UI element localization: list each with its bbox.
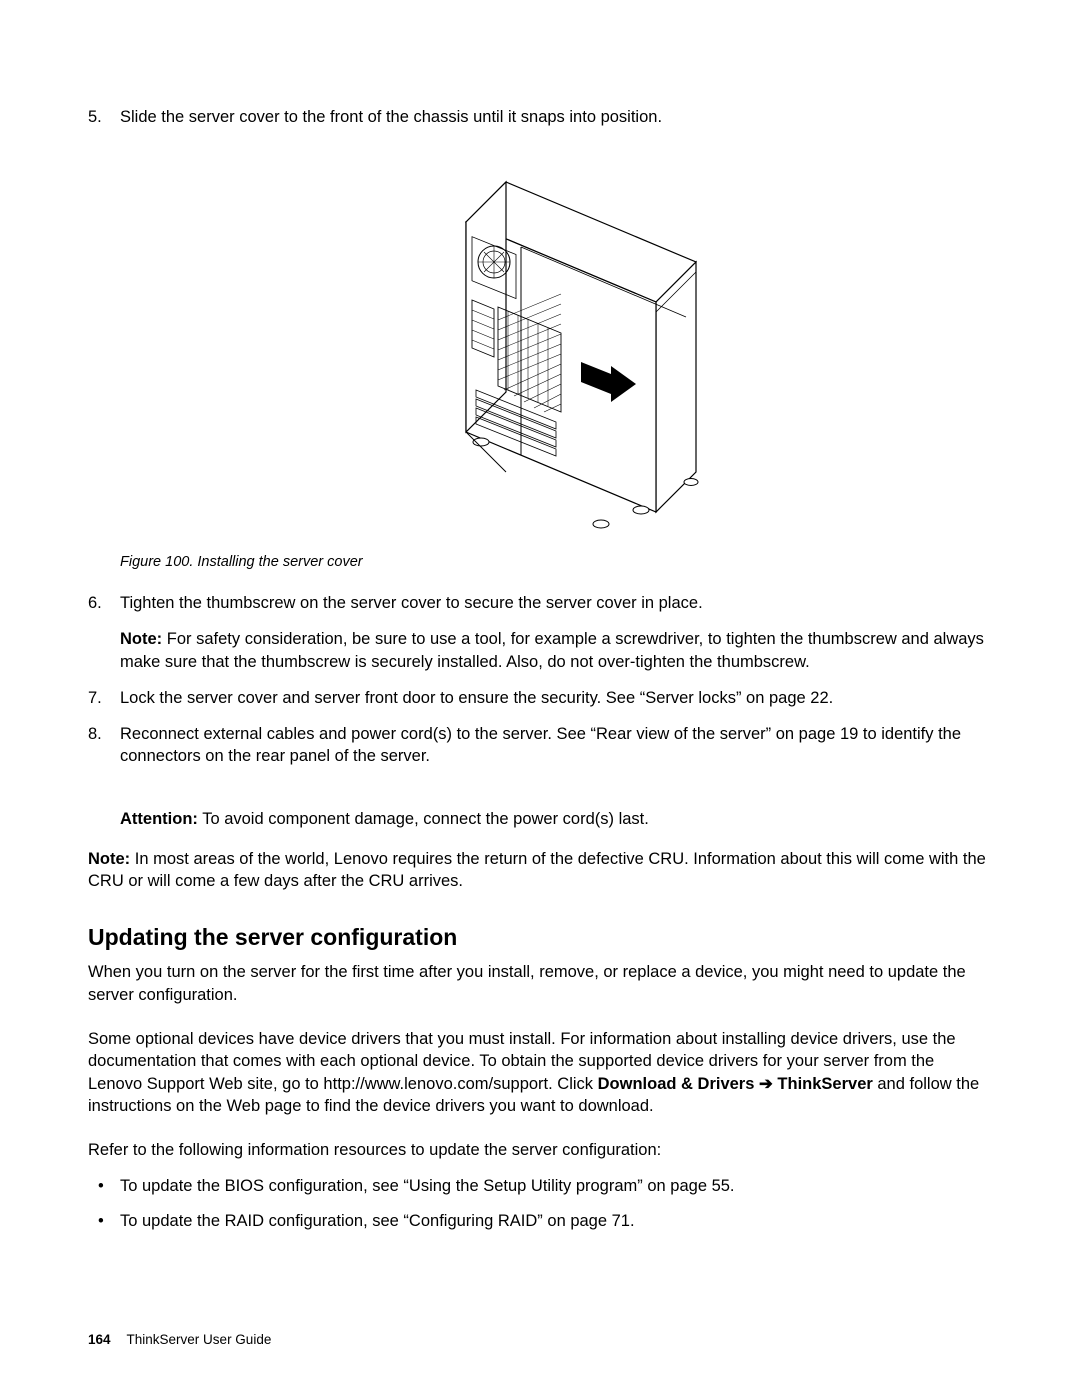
- p2-bold-1: Download & Drivers: [598, 1075, 755, 1093]
- note-label: Note:: [120, 630, 162, 648]
- step-text: Tighten the thumbscrew on the server cov…: [120, 594, 703, 612]
- page-number: 164: [88, 1332, 111, 1347]
- figure-100: [120, 152, 992, 538]
- step-6: 6. Tighten the thumbscrew on the server …: [120, 592, 992, 673]
- bullet-raid: To update the RAID configuration, see “C…: [120, 1210, 992, 1232]
- step-8: 8. Reconnect external cables and power c…: [120, 723, 992, 768]
- step-7: 7. Lock the server cover and server fron…: [120, 687, 992, 709]
- step-text: Slide the server cover to the front of t…: [120, 108, 662, 126]
- attention-text: To avoid component damage, connect the p…: [198, 810, 649, 828]
- instruction-list: 5. Slide the server cover to the front o…: [88, 106, 992, 768]
- section-paragraph-1: When you turn on the server for the firs…: [88, 961, 992, 1006]
- figure-caption: Figure 100. Installing the server cover: [120, 553, 992, 573]
- step-number: 6.: [88, 592, 102, 614]
- server-cover-illustration: [386, 152, 726, 532]
- section-paragraph-3: Refer to the following information resou…: [88, 1139, 992, 1161]
- step-text: Reconnect external cables and power cord…: [120, 725, 961, 765]
- resource-list: To update the BIOS configuration, see “U…: [88, 1175, 992, 1232]
- note-text: In most areas of the world, Lenovo requi…: [88, 850, 986, 890]
- step-5: 5. Slide the server cover to the front o…: [120, 106, 992, 572]
- note-text: For safety consideration, be sure to use…: [120, 630, 984, 670]
- cru-note: Note: In most areas of the world, Lenovo…: [88, 848, 992, 893]
- p2-bold-2: ThinkServer: [777, 1075, 872, 1093]
- attention-note: Attention: To avoid component damage, co…: [120, 808, 992, 830]
- arrow-icon: ➔: [754, 1075, 777, 1093]
- section-heading: Updating the server configuration: [88, 924, 992, 951]
- attention-label: Attention:: [120, 810, 198, 828]
- doc-title: ThinkServer User Guide: [127, 1332, 272, 1347]
- step-number: 8.: [88, 723, 102, 745]
- section-paragraph-2: Some optional devices have device driver…: [88, 1028, 992, 1117]
- step-number: 5.: [88, 106, 102, 128]
- step-text: Lock the server cover and server front d…: [120, 689, 833, 707]
- document-page: 5. Slide the server cover to the front o…: [0, 0, 1080, 1397]
- step-6-note: Note: For safety consideration, be sure …: [120, 628, 992, 673]
- step-number: 7.: [88, 687, 102, 709]
- bullet-bios: To update the BIOS configuration, see “U…: [120, 1175, 992, 1197]
- note-label: Note:: [88, 850, 130, 868]
- page-footer: 164 ThinkServer User Guide: [88, 1332, 271, 1347]
